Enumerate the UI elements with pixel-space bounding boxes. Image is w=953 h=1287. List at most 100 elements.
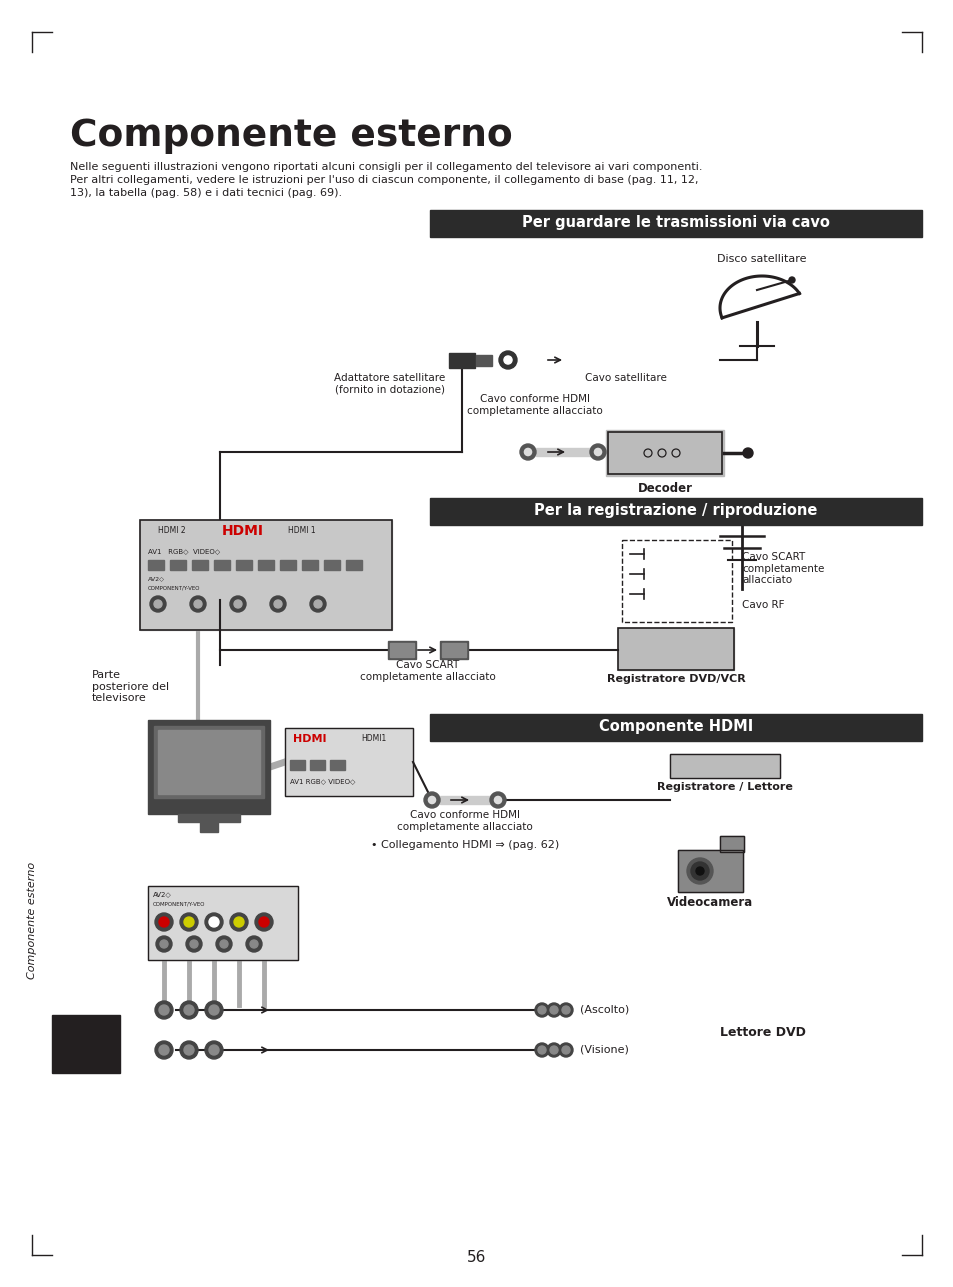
Bar	[192, 560, 208, 570]
Bar	[430, 498, 921, 525]
Bar	[720, 837, 743, 852]
Circle shape	[220, 940, 228, 949]
Text: Disco satellitare: Disco satellitare	[717, 254, 806, 264]
Circle shape	[546, 1003, 560, 1017]
Bar	[678, 849, 742, 892]
Bar	[200, 822, 218, 831]
Circle shape	[180, 1041, 198, 1059]
Circle shape	[159, 1045, 169, 1055]
Circle shape	[184, 1045, 193, 1055]
Bar	[607, 432, 721, 474]
Circle shape	[190, 596, 206, 613]
Circle shape	[490, 792, 505, 808]
Text: Cavo SCART
completamente
allacciato: Cavo SCART completamente allacciato	[741, 552, 823, 586]
Bar	[618, 628, 733, 671]
Circle shape	[184, 1005, 193, 1015]
Bar	[290, 761, 305, 770]
Bar	[153, 726, 264, 798]
Bar	[388, 641, 416, 659]
Bar	[140, 520, 392, 631]
Circle shape	[550, 1046, 558, 1054]
Circle shape	[690, 862, 708, 880]
Bar	[439, 795, 494, 804]
Circle shape	[186, 936, 202, 952]
Circle shape	[423, 792, 439, 808]
Bar	[476, 354, 492, 366]
Circle shape	[524, 448, 531, 456]
Text: Cavo satellitare: Cavo satellitare	[584, 373, 666, 384]
Circle shape	[270, 596, 286, 613]
Bar	[618, 628, 733, 671]
Text: Registratore / Lettore: Registratore / Lettore	[657, 782, 792, 792]
Text: HDMI: HDMI	[293, 734, 326, 744]
Text: HDMI: HDMI	[222, 524, 264, 538]
Circle shape	[546, 1042, 560, 1057]
Circle shape	[159, 1005, 169, 1015]
Bar	[430, 210, 921, 237]
Text: (Visione): (Visione)	[579, 1045, 628, 1055]
Circle shape	[537, 1046, 545, 1054]
Circle shape	[742, 448, 752, 458]
Text: Per guardare le trasmissioni via cavo: Per guardare le trasmissioni via cavo	[521, 215, 829, 230]
Text: 56: 56	[467, 1251, 486, 1265]
Circle shape	[180, 912, 198, 931]
Bar	[148, 885, 297, 960]
Circle shape	[254, 912, 273, 931]
Text: AV2◇: AV2◇	[148, 577, 165, 580]
Bar	[330, 761, 345, 770]
Circle shape	[558, 1003, 573, 1017]
Bar	[441, 644, 465, 656]
Circle shape	[550, 1006, 558, 1014]
Text: 13), la tabella (pag. 58) e i dati tecnici (pag. 69).: 13), la tabella (pag. 58) e i dati tecni…	[70, 188, 342, 198]
Circle shape	[250, 940, 257, 949]
Circle shape	[209, 1005, 219, 1015]
Circle shape	[428, 797, 436, 803]
Bar	[605, 430, 723, 476]
Circle shape	[310, 596, 326, 613]
Bar	[280, 560, 295, 570]
Circle shape	[561, 1046, 569, 1054]
Bar	[52, 1015, 120, 1073]
Text: (Ascolto): (Ascolto)	[579, 1005, 629, 1015]
Bar	[285, 728, 413, 795]
Text: Cavo conforme HDMI
completamente allacciato: Cavo conforme HDMI completamente allacci…	[396, 810, 533, 831]
Circle shape	[258, 918, 269, 927]
Bar	[678, 849, 742, 892]
Bar	[178, 813, 240, 822]
Text: HDMI1: HDMI1	[360, 734, 386, 743]
Circle shape	[205, 1041, 223, 1059]
Circle shape	[205, 912, 223, 931]
Text: Adattatore satellitare
(fornito in dotazione): Adattatore satellitare (fornito in dotaz…	[334, 373, 445, 395]
Circle shape	[519, 444, 536, 459]
Circle shape	[558, 1042, 573, 1057]
Circle shape	[193, 600, 202, 607]
Bar	[310, 761, 325, 770]
Text: Cavo conforme HDMI
completamente allacciato: Cavo conforme HDMI completamente allacci…	[467, 394, 602, 416]
Circle shape	[589, 444, 605, 459]
Circle shape	[156, 936, 172, 952]
Text: HDMI 2: HDMI 2	[158, 526, 186, 535]
Text: Cavo RF: Cavo RF	[741, 600, 783, 610]
Circle shape	[209, 1045, 219, 1055]
Text: AV2◇: AV2◇	[152, 891, 172, 897]
Text: Lettore DVD: Lettore DVD	[720, 1026, 805, 1039]
Text: HDMI 1: HDMI 1	[288, 526, 315, 535]
Circle shape	[686, 858, 712, 884]
Text: COMPONENT/Y-VEO: COMPONENT/Y-VEO	[152, 901, 205, 906]
Text: Componente HDMI: Componente HDMI	[598, 719, 752, 735]
Bar	[439, 641, 468, 659]
Bar	[346, 560, 361, 570]
Circle shape	[233, 600, 242, 607]
Text: AV1   RGB◇  VIDEO◇: AV1 RGB◇ VIDEO◇	[148, 548, 220, 553]
Bar	[148, 560, 164, 570]
Bar	[302, 560, 317, 570]
Text: Decoder: Decoder	[637, 483, 692, 495]
Circle shape	[537, 1006, 545, 1014]
Circle shape	[180, 1001, 198, 1019]
Circle shape	[209, 918, 219, 927]
Bar	[720, 837, 743, 852]
Bar	[285, 728, 413, 795]
Bar	[390, 644, 414, 656]
Text: COMPONENT/Y-VEO: COMPONENT/Y-VEO	[148, 586, 200, 589]
Circle shape	[215, 936, 232, 952]
